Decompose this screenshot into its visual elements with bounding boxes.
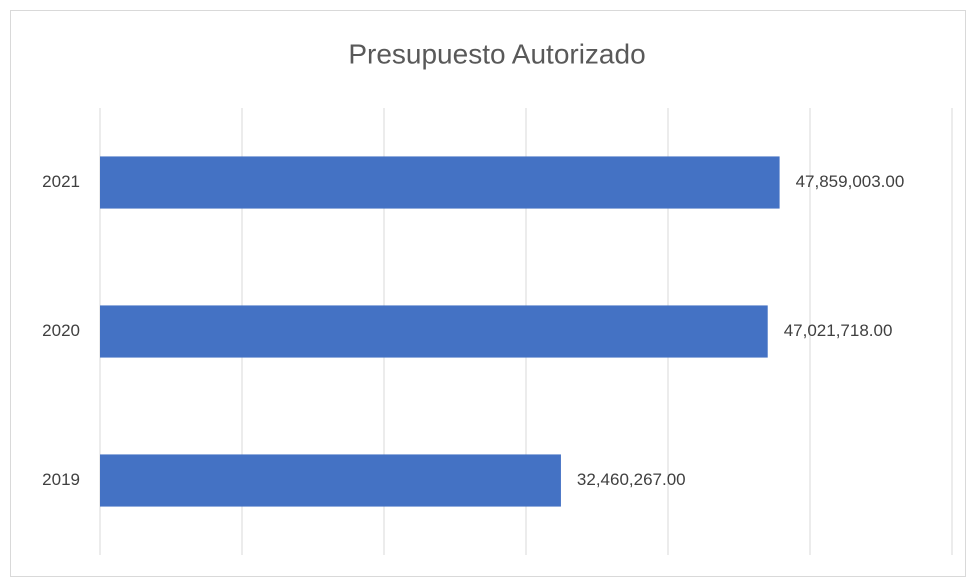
bar [100,305,768,358]
bar [100,454,561,507]
chart-title: Presupuesto Autorizado [348,38,645,69]
data-label: 47,021,718.00 [784,321,893,340]
bar [100,156,780,209]
y-tick-label: 2020 [42,321,80,340]
data-label: 32,460,267.00 [577,470,686,489]
y-tick-label: 2019 [42,470,80,489]
y-tick-label: 2021 [42,172,80,191]
data-label: 47,859,003.00 [796,172,905,191]
